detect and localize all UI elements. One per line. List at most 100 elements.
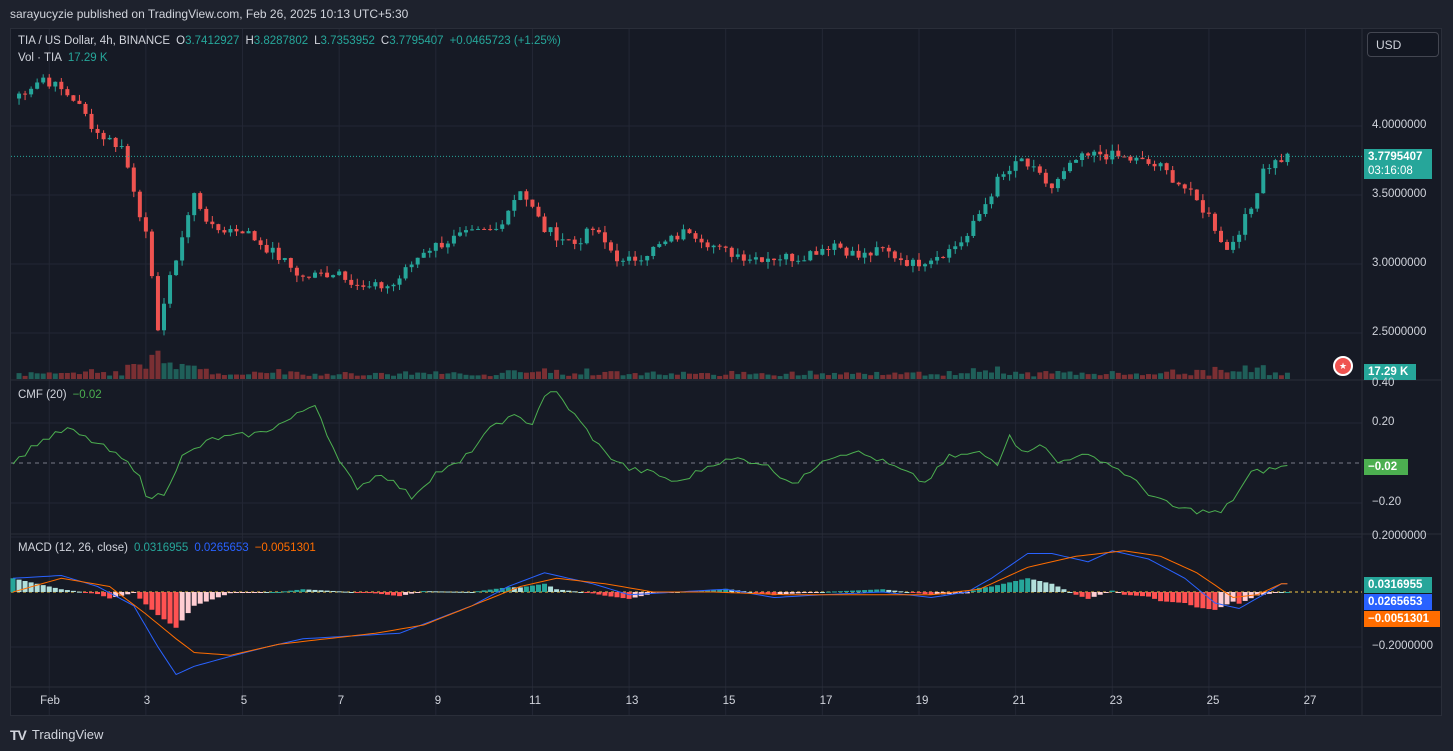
macd-histogram-bar — [1224, 592, 1230, 605]
volume-bar — [445, 373, 451, 379]
candle-body — [590, 228, 595, 230]
candle-body — [663, 241, 668, 245]
candle-body — [772, 258, 777, 261]
macd-histogram-bar — [366, 592, 372, 594]
candle-body — [929, 260, 934, 265]
macd-histogram-bar — [215, 592, 221, 598]
time-tick-label: 21 — [1012, 695, 1026, 707]
macd-histogram-bar — [89, 592, 95, 594]
volume-bar — [1043, 371, 1049, 379]
cmf-pane — [11, 391, 1362, 515]
candle-body — [566, 239, 571, 241]
us-flag-icon[interactable]: ★ — [1333, 356, 1353, 376]
volume-bar — [964, 373, 970, 379]
candle-body — [361, 285, 366, 287]
macd-histogram-bar — [451, 591, 457, 593]
volume-bar — [95, 372, 101, 379]
candle-body — [168, 275, 173, 304]
volume-bar — [1272, 372, 1278, 379]
candle-body — [1249, 208, 1254, 215]
volume-tag: 17.29 K — [1364, 364, 1416, 380]
macd-histogram-bar — [801, 592, 807, 594]
macd-histogram-bar — [1091, 592, 1097, 597]
cmf-tick-label: 0.20 — [1372, 416, 1395, 428]
volume-bar — [384, 374, 390, 379]
macd-histogram-bar — [318, 590, 324, 592]
candle-body — [71, 95, 76, 101]
volume-bar — [1158, 373, 1164, 379]
macd-histogram-bar — [584, 592, 590, 593]
macd-tag-signal: −0.0051301 — [1364, 611, 1440, 627]
volume-bar — [34, 373, 40, 379]
macd-histogram-bar — [149, 592, 155, 610]
volume-bar — [856, 372, 862, 379]
price-tick-label: 4.0000000 — [1372, 119, 1427, 131]
candle-body — [741, 254, 746, 261]
volume-bar — [584, 368, 590, 379]
candle-body — [1152, 163, 1157, 167]
volume-bar — [934, 374, 940, 379]
candle-body — [941, 256, 946, 258]
macd-histogram-bar — [1176, 592, 1182, 603]
macd-label[interactable]: MACD (12, 26, close) — [18, 542, 128, 554]
volume-bar — [1127, 374, 1133, 379]
volume-bar — [1230, 371, 1236, 379]
macd-histogram-bar — [252, 592, 258, 593]
candle-body — [216, 224, 221, 231]
candle-body — [717, 245, 722, 247]
candle-body — [1128, 156, 1133, 161]
tradingview-logo-icon[interactable]: TV — [10, 726, 27, 743]
macd-histogram-bar — [572, 591, 578, 593]
time-tick-label: 9 — [434, 695, 442, 707]
macd-histogram-bar — [348, 592, 354, 593]
volume-bar — [421, 372, 427, 379]
candle-body — [1219, 230, 1223, 243]
macd-histogram-bar — [197, 592, 203, 604]
candle-body — [989, 196, 994, 205]
volume-bar — [850, 373, 856, 379]
candle-body — [35, 82, 40, 89]
macd-histogram-bar — [795, 592, 801, 594]
macd-histogram-bar — [1109, 590, 1115, 592]
candle-body — [427, 250, 432, 253]
volume-bar — [318, 375, 324, 379]
currency-button[interactable]: USD — [1367, 32, 1439, 57]
macd-histogram-bar — [578, 592, 584, 593]
macd-histogram-bar — [101, 592, 107, 597]
volume-bar — [360, 375, 366, 379]
volume-bar — [1049, 373, 1055, 379]
candle-body — [923, 264, 928, 267]
candle-body — [276, 247, 281, 260]
volume-bar — [252, 371, 258, 379]
last-price: 3.7795407 — [1368, 151, 1423, 163]
macd-histogram-bar — [354, 592, 360, 593]
volume-bar — [614, 371, 620, 379]
candle-body — [41, 77, 46, 83]
cmf-label[interactable]: CMF (20) — [18, 389, 67, 401]
macd-histogram-bar — [1284, 592, 1290, 593]
volume-bar — [457, 373, 463, 379]
candle-body — [1194, 189, 1199, 201]
candle-body — [1116, 150, 1121, 157]
macd-histogram-bar — [982, 587, 988, 592]
volume-bar — [560, 374, 566, 379]
volume-bar — [378, 372, 384, 379]
volume-bar — [680, 371, 686, 379]
volume-bar — [493, 375, 499, 379]
candle-body — [1182, 184, 1187, 189]
candle-body — [313, 272, 317, 278]
candle-body — [288, 258, 293, 268]
candle-body — [608, 242, 613, 251]
brand-name[interactable]: TradingView — [31, 727, 104, 742]
volume-bar — [898, 374, 904, 379]
candle-body — [107, 137, 112, 140]
candle-body — [1146, 159, 1151, 164]
candle-body — [596, 229, 601, 233]
macd-histogram-bar — [1182, 592, 1188, 603]
volume-bar — [1115, 372, 1121, 379]
candle-body — [977, 214, 982, 221]
candle-body — [1098, 151, 1103, 155]
symbol-title[interactable]: TIA / US Dollar, 4h, BINANCE — [18, 35, 171, 47]
volume-bar — [415, 372, 421, 379]
